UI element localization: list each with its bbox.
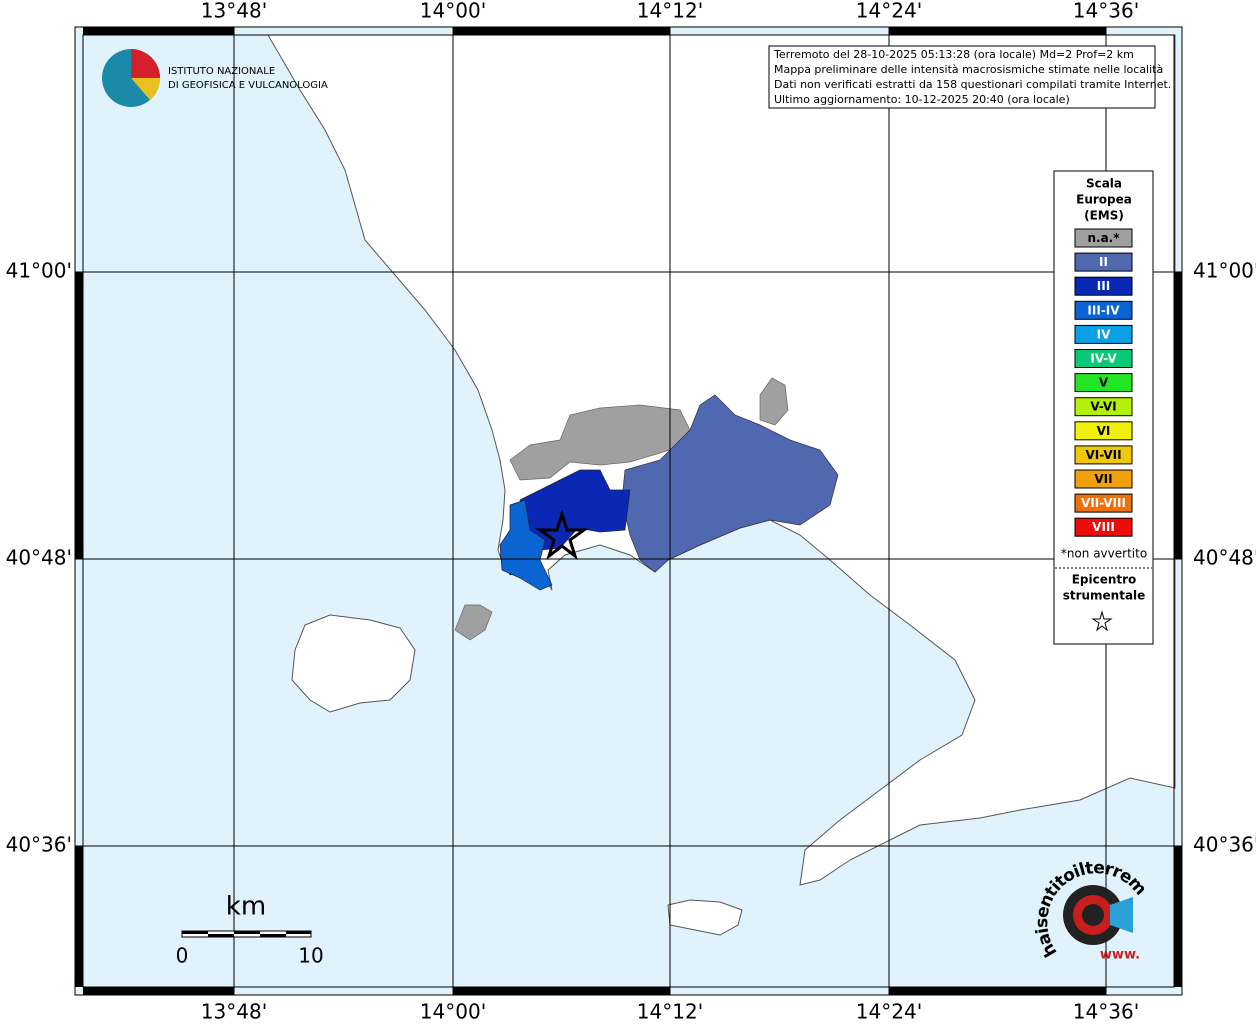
x-axis-label: 13°48': [201, 1000, 267, 1024]
y-axis-label: 41°00': [1193, 259, 1256, 283]
legend-label: VIII: [1092, 520, 1115, 534]
x-axis-label: 14°12': [637, 1000, 703, 1024]
info-line: Terremoto del 28-10-2025 05:13:28 (ora l…: [773, 48, 1134, 61]
legend-swatch: [1074, 469, 1133, 489]
legend-epicenter: Epicentro: [1072, 573, 1137, 587]
legend-label: VI: [1097, 424, 1111, 438]
legend-title: Scala: [1086, 177, 1122, 191]
legend-swatch: [1074, 276, 1133, 296]
legend-label: VI-VII: [1085, 448, 1121, 462]
legend-swatch: [1074, 373, 1133, 393]
legend-label: VII: [1094, 472, 1112, 486]
logo: ISTITUTO NAZIONALE DI GEOFISICA E VULCAN…: [102, 49, 328, 107]
legend-swatch: [1074, 397, 1133, 417]
legend-swatch: [1074, 421, 1133, 441]
legend-label: III: [1097, 279, 1110, 293]
y-axis-label: 40°36': [6, 833, 72, 857]
legend-label: V-VI: [1090, 400, 1116, 414]
legend-swatch: [1074, 324, 1133, 344]
legend-swatch: [1074, 228, 1133, 248]
legend-label: V: [1099, 376, 1109, 390]
info-box: [768, 45, 1156, 109]
grid: [75, 27, 1182, 995]
legend-star: [1091, 610, 1113, 632]
legend-items: n.a.*IIIIIIII-IVIVIV-VVV-VIVIVI-VIIVIIVI…: [1074, 228, 1133, 537]
frame-bars: [75, 27, 1182, 995]
legend-title: Europea: [1076, 193, 1132, 207]
x-axis-label: 14°00': [420, 0, 486, 23]
brand-www: www.: [1100, 948, 1140, 963]
frame: [74, 26, 1183, 996]
info-line: Mappa preliminare delle intensità macros…: [774, 63, 1163, 76]
logo-text: ISTITUTO NAZIONALE: [168, 66, 275, 77]
legend-swatch: [1074, 349, 1133, 368]
legend-label: VII-VIII: [1081, 496, 1126, 510]
ischia: [291, 614, 416, 713]
legend-label: n.a.*: [1087, 231, 1120, 245]
x-axis-label: 14°24': [856, 0, 922, 23]
x-axis-label: 14°24': [856, 1000, 922, 1024]
area-iii-iv: [499, 499, 553, 591]
legend-swatch: [1074, 300, 1133, 320]
frame-inner: [82, 34, 1175, 988]
legend-swatch: [1074, 445, 1133, 465]
legend-swatch: [1074, 252, 1133, 272]
legend-swatch: [1074, 517, 1133, 537]
legend-label: II: [1099, 255, 1108, 269]
info-line: Dati non verificati estratti da 158 ques…: [774, 78, 1171, 91]
legend-note: *non avvertito: [1061, 547, 1147, 561]
capri: [667, 899, 743, 936]
y-axis-label: 40°48': [6, 546, 72, 570]
legend-swatch: [1074, 493, 1133, 513]
logo-text: DI GEOFISICA E VULCANOLOGIA: [168, 80, 328, 91]
x-axis-label: 14°12': [637, 0, 703, 23]
x-axis-label: 14°36': [1073, 1000, 1139, 1024]
scale-label: 10: [298, 944, 323, 968]
legend-label: IV-V: [1090, 352, 1117, 366]
epicenter: [535, 508, 589, 561]
y-axis-label: 40°36': [1193, 833, 1256, 857]
legend-epicenter: strumentale: [1063, 589, 1146, 603]
y-axis-label: 41°00': [6, 259, 72, 283]
x-axis-label: 14°36': [1073, 0, 1139, 23]
axis-labels: 13°48' 14°00' 14°12' 14°24' 14°36' 13°48' 14°0…: [6, 0, 1256, 1024]
y-axis-label: 40°48': [1193, 546, 1256, 570]
x-axis-label: 13°48': [201, 0, 267, 23]
scale-unit: km: [226, 892, 266, 922]
legend-label: IV: [1097, 327, 1111, 341]
scale-label: 0: [176, 944, 189, 968]
area-ii: [621, 394, 839, 573]
legend-title: (EMS): [1084, 209, 1124, 223]
legend-label: III-IV: [1087, 303, 1120, 317]
x-axis-label: 14°00': [420, 1000, 486, 1024]
info-line: Ultimo aggiornamento: 10-12-2025 20:40 (…: [774, 93, 1070, 106]
scale-bar: km 0 10: [176, 892, 324, 968]
